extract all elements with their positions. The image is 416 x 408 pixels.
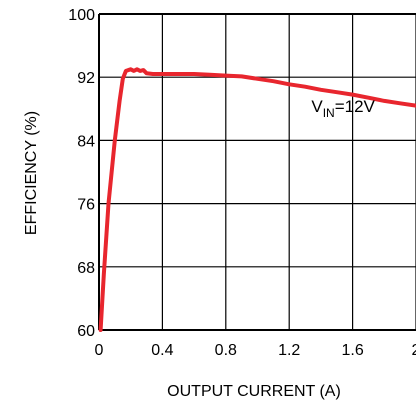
y-tick-label-2: 76: [77, 197, 95, 214]
x-tick-label-4: 1.6: [341, 342, 363, 359]
plot-area: [98, 67, 416, 332]
x-tick-label-5: 2: [412, 342, 416, 359]
x-tick-label-1: 0.4: [151, 342, 173, 359]
axes: [98, 13, 416, 331]
x-axis-label: OUTPUT CURRENT (A): [167, 383, 341, 400]
y-tick-label-4: 92: [77, 70, 95, 87]
x-tick-label-3: 1.2: [278, 342, 300, 359]
series-line-0: [98, 67, 416, 332]
x-tick-label-2: 0.8: [215, 342, 237, 359]
grid: [98, 13, 416, 331]
y-tick-label-1: 68: [77, 260, 95, 277]
y-tick-label-5: 100: [68, 7, 95, 24]
annotations: VIN=12V: [311, 97, 375, 120]
annotation-label-0: VIN=12V: [311, 97, 375, 120]
y-axis-label: EFFICIENCY (%): [23, 111, 40, 235]
x-tick-label-0: 0: [95, 342, 104, 359]
y-tick-label-0: 60: [77, 323, 95, 340]
y-tick-label-3: 84: [77, 133, 95, 150]
tick-labels: 0 0.4 0.8 1.2 1.6 2 60 68 76 84 92 100: [68, 7, 416, 359]
